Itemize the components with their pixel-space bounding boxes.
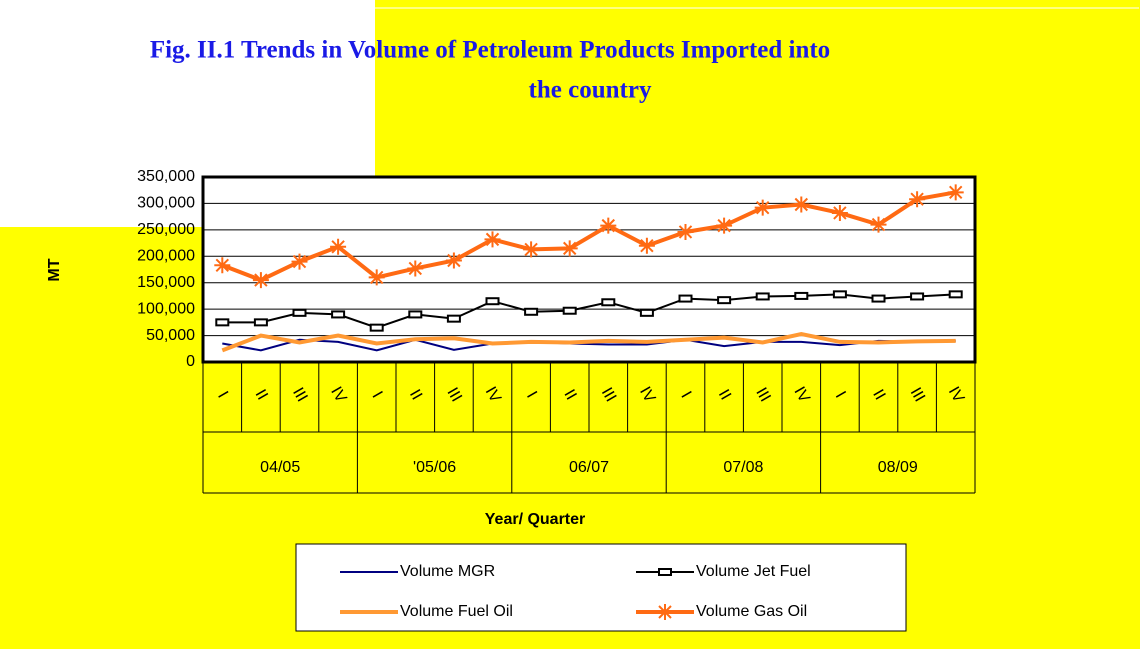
marker [408,310,423,319]
x-tick-label: IV [945,384,967,406]
x-tick-label: II [715,387,734,403]
legend-label: Volume Jet Fuel [696,563,811,580]
marker [253,318,268,327]
marker [832,290,847,299]
y-tick-label: 50,000 [146,327,195,344]
marker [292,308,307,317]
marker [291,253,308,270]
x-tick-label: II [252,387,271,403]
marker [601,298,616,307]
y-axis-label: MT [46,258,63,281]
marker [485,297,500,306]
marker [523,241,540,258]
marker [446,314,461,323]
marker [638,237,655,254]
y-tick-label: 350,000 [137,168,195,185]
plot-border [201,175,977,364]
marker [639,308,654,317]
x-tick-label: IV [482,384,504,406]
marker [215,318,230,327]
marker [910,292,925,301]
chart-title: Fig. II.1 Trends in Volume of Petroleum … [150,37,830,64]
marker [407,260,424,277]
marker [948,290,963,299]
y-tick-label: 150,000 [137,274,195,291]
x-group-label: 07/08 [723,459,763,476]
x-tick-label: II [869,387,888,403]
y-tick-label: 100,000 [137,300,195,317]
plot-area [203,177,975,362]
marker [909,191,926,208]
x-group-label: '05/06 [413,459,456,476]
legend [295,543,907,632]
marker [252,272,269,289]
x-group-label: 06/07 [569,459,609,476]
marker [330,238,347,255]
marker [947,184,964,201]
x-tick-label: I [523,389,540,401]
x-tick-label: IV [790,384,812,406]
x-tick-label: III [598,385,619,405]
x-tick-label: II [560,387,579,403]
x-tick-label: III [443,385,464,405]
marker [678,294,693,303]
x-group-label: 08/09 [878,459,918,476]
series-line [222,338,956,352]
marker [214,257,231,274]
y-tick-label: 300,000 [137,195,195,212]
legend-label: Volume MGR [400,563,495,580]
marker [793,196,810,213]
marker [870,216,887,233]
y-tick-label: 200,000 [137,248,195,265]
marker [871,294,886,303]
marker [562,306,577,315]
chart-title: the country [529,77,652,104]
x-tick-label: III [752,385,773,405]
marker [658,568,672,576]
marker [717,296,732,305]
y-tick-label: 250,000 [137,221,195,238]
y-tick-label: 0 [186,353,195,370]
marker [716,217,733,234]
x-group-label: 04/05 [260,459,300,476]
x-tick-label: I [832,389,849,401]
x-tick-label: I [677,389,694,401]
marker [657,604,673,620]
x-tick-label: III [907,385,928,405]
marker [484,231,501,248]
legend-label: Volume Fuel Oil [400,603,513,620]
marker [368,269,385,286]
x-tick-label: III [289,385,310,405]
marker [524,307,539,316]
series-line [221,331,956,353]
marker [677,223,694,240]
x-tick-label: IV [636,384,658,406]
legend-label: Volume Gas Oil [696,603,807,620]
marker [331,310,346,319]
marker [831,204,848,221]
marker [600,217,617,234]
x-axis-label: Year/ Quarter [485,511,586,528]
marker [755,292,770,301]
marker [794,291,809,300]
marker [445,252,462,269]
marker [754,199,771,216]
x-tick-label: II [406,387,425,403]
x-tick-label: I [368,389,385,401]
x-tick-label: IV [327,384,349,406]
x-tick-label: I [214,389,231,401]
marker [561,240,578,257]
marker [369,323,384,332]
